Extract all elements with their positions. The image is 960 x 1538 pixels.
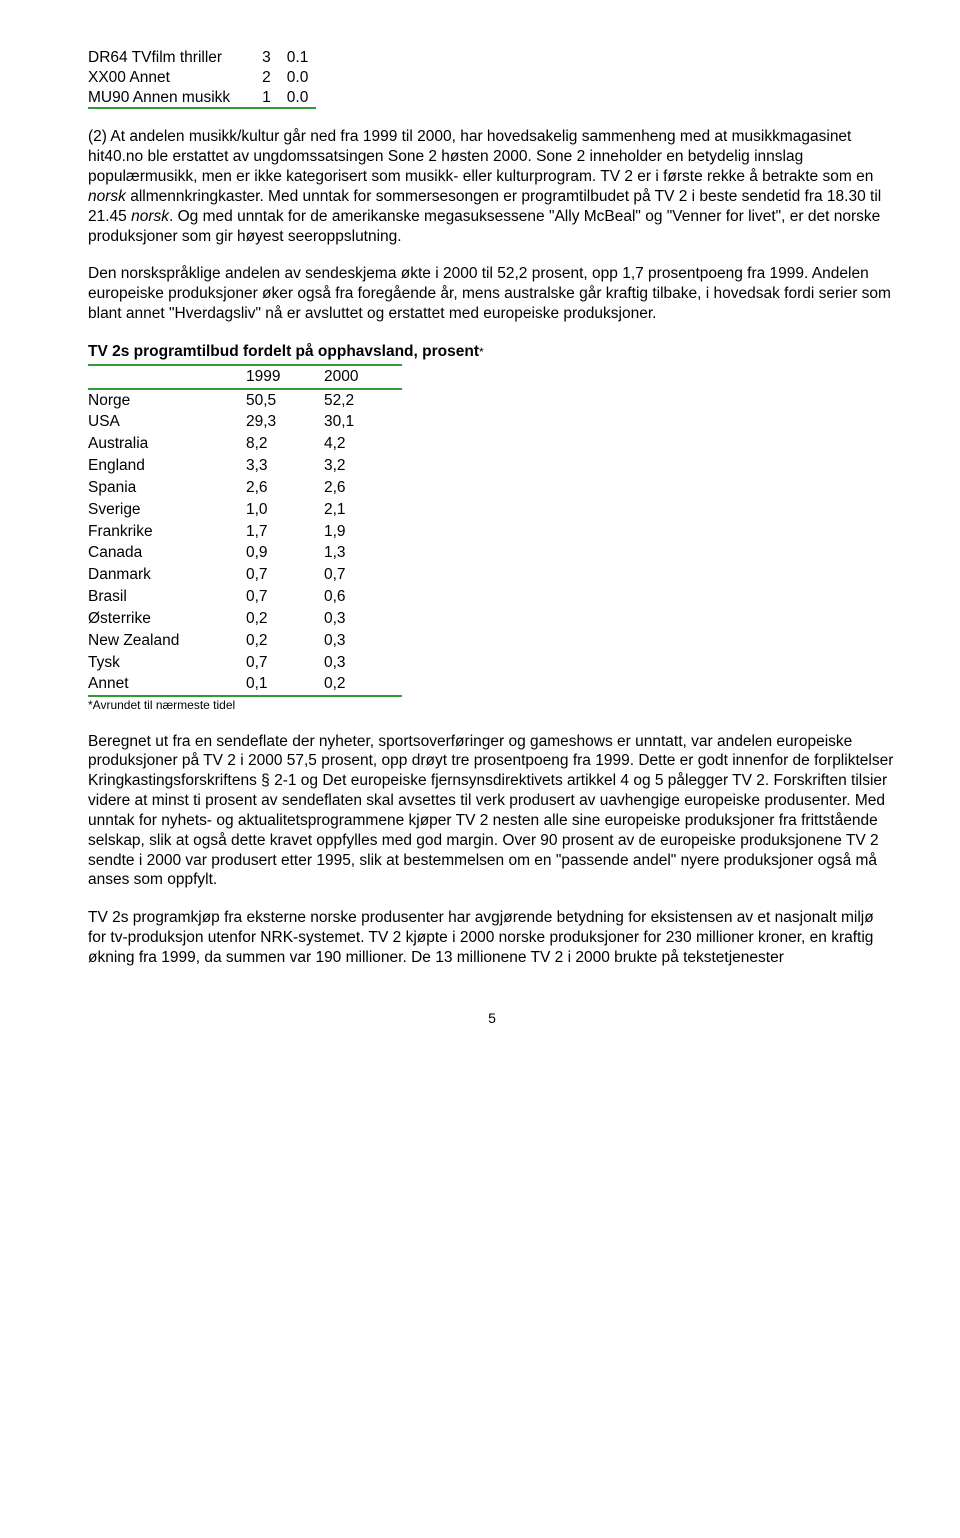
origin-country: England xyxy=(88,455,246,477)
table-row: USA29,330,1 xyxy=(88,411,402,433)
table-row: Canada0,91,3 xyxy=(88,542,402,564)
origin-country: USA xyxy=(88,411,246,433)
origin-value-2000: 0,7 xyxy=(324,564,402,586)
table-row: Brasil0,70,6 xyxy=(88,586,402,608)
origin-value-2000: 3,2 xyxy=(324,455,402,477)
table-row: Frankrike1,71,9 xyxy=(88,521,402,543)
origin-table-title: TV 2s programtilbud fordelt på opphavsla… xyxy=(88,342,896,362)
code-table-decimal: 0.1 xyxy=(279,48,317,68)
origin-value-1999: 1,0 xyxy=(246,499,324,521)
origin-value-1999: 0,9 xyxy=(246,542,324,564)
code-table-count: 2 xyxy=(238,68,279,88)
origin-col-country xyxy=(88,365,246,389)
origin-country: Australia xyxy=(88,433,246,455)
origin-value-2000: 2,6 xyxy=(324,477,402,499)
origin-country: Frankrike xyxy=(88,521,246,543)
origin-table-title-text: TV 2s programtilbud fordelt på opphavsla… xyxy=(88,343,479,360)
code-table-count: 1 xyxy=(238,88,279,109)
table-row: Annet0,10,2 xyxy=(88,673,402,696)
origin-country: New Zealand xyxy=(88,630,246,652)
para1-c: . Og med unntak for de amerikanske megas… xyxy=(88,208,880,245)
origin-country: Norge xyxy=(88,389,246,412)
origin-value-2000: 52,2 xyxy=(324,389,402,412)
origin-country: Canada xyxy=(88,542,246,564)
code-table: DR64 TVfilm thriller30.1 XX00 Annet20.0 MU… xyxy=(88,48,316,109)
origin-table-footnote: *Avrundet til nærmeste tidel xyxy=(88,698,896,713)
origin-value-2000: 0,3 xyxy=(324,630,402,652)
table-row: Norge50,552,2 xyxy=(88,389,402,412)
origin-value-2000: 0,2 xyxy=(324,673,402,696)
table-row: Østerrike0,20,3 xyxy=(88,608,402,630)
origin-value-1999: 3,3 xyxy=(246,455,324,477)
origin-value-2000: 1,9 xyxy=(324,521,402,543)
table-row: Tysk0,70,3 xyxy=(88,652,402,674)
origin-value-2000: 0,3 xyxy=(324,652,402,674)
origin-value-1999: 0,2 xyxy=(246,630,324,652)
code-table-decimal: 0.0 xyxy=(279,68,317,88)
table-row: England3,33,2 xyxy=(88,455,402,477)
code-table-code: DR64 TVfilm thriller xyxy=(88,48,238,68)
origin-col-2000: 2000 xyxy=(324,365,402,389)
origin-country: Annet xyxy=(88,673,246,696)
origin-value-2000: 0,3 xyxy=(324,608,402,630)
origin-value-1999: 1,7 xyxy=(246,521,324,543)
origin-table-title-aster: * xyxy=(479,345,484,359)
origin-value-2000: 4,2 xyxy=(324,433,402,455)
origin-table: 1999 2000 Norge50,552,2USA29,330,1Austra… xyxy=(88,364,402,697)
code-table-decimal: 0.0 xyxy=(279,88,317,109)
paragraph-4: TV 2s programkjøp fra eksterne norske pr… xyxy=(88,908,896,967)
paragraph-1: (2) At andelen musikk/kultur går ned fra… xyxy=(88,127,896,246)
origin-value-2000: 2,1 xyxy=(324,499,402,521)
origin-value-1999: 50,5 xyxy=(246,389,324,412)
origin-value-1999: 0,2 xyxy=(246,608,324,630)
origin-value-1999: 0,7 xyxy=(246,652,324,674)
para1-a: (2) At andelen musikk/kultur går ned fra… xyxy=(88,128,873,185)
origin-value-1999: 0,7 xyxy=(246,564,324,586)
table-row: New Zealand0,20,3 xyxy=(88,630,402,652)
origin-country: Østerrike xyxy=(88,608,246,630)
origin-col-1999: 1999 xyxy=(246,365,324,389)
origin-value-2000: 1,3 xyxy=(324,542,402,564)
paragraph-3: Beregnet ut fra en sendeflate der nyhete… xyxy=(88,732,896,891)
table-row: Sverige1,02,1 xyxy=(88,499,402,521)
origin-value-1999: 2,6 xyxy=(246,477,324,499)
origin-country: Sverige xyxy=(88,499,246,521)
origin-value-2000: 0,6 xyxy=(324,586,402,608)
para1-italic-1: norsk xyxy=(88,188,126,205)
origin-country: Danmark xyxy=(88,564,246,586)
origin-value-1999: 29,3 xyxy=(246,411,324,433)
para1-italic-2: norsk xyxy=(131,208,169,225)
origin-country: Brasil xyxy=(88,586,246,608)
origin-country: Tysk xyxy=(88,652,246,674)
code-table-code: MU90 Annen musikk xyxy=(88,88,238,109)
origin-value-2000: 30,1 xyxy=(324,411,402,433)
origin-value-1999: 0,1 xyxy=(246,673,324,696)
origin-value-1999: 8,2 xyxy=(246,433,324,455)
table-row: Danmark0,70,7 xyxy=(88,564,402,586)
code-table-count: 3 xyxy=(238,48,279,68)
page-number: 5 xyxy=(88,1010,896,1028)
origin-value-1999: 0,7 xyxy=(246,586,324,608)
origin-country: Spania xyxy=(88,477,246,499)
code-table-code: XX00 Annet xyxy=(88,68,238,88)
table-row: Australia8,24,2 xyxy=(88,433,402,455)
paragraph-2: Den norskspråklige andelen av sendeskjem… xyxy=(88,264,896,323)
table-row: Spania2,62,6 xyxy=(88,477,402,499)
